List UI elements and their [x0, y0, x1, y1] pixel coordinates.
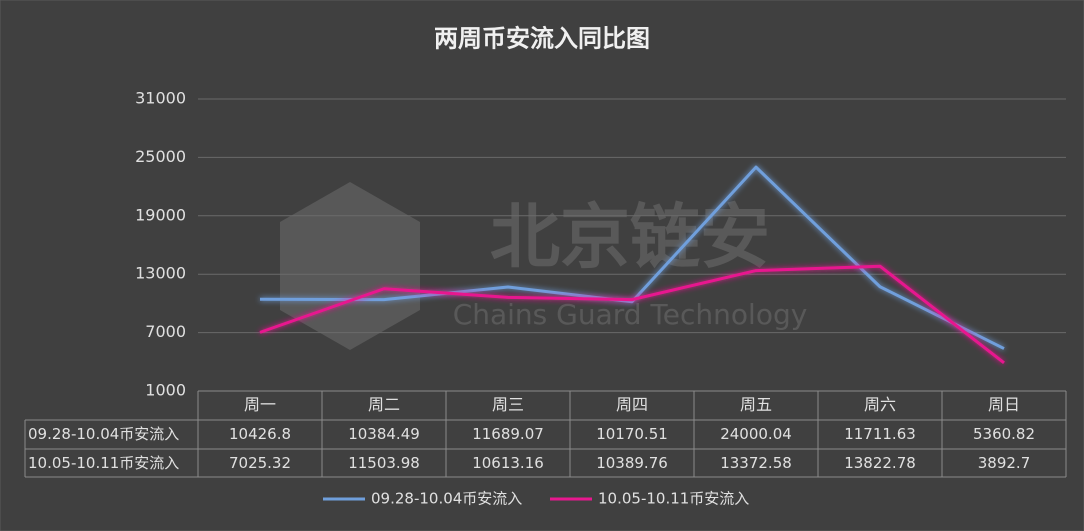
x-tick-label: 周六 — [864, 395, 896, 414]
legend-label: 10.05-10.11币安流入 — [598, 490, 749, 508]
table-row-label: 10.05-10.11币安流入 — [28, 454, 179, 472]
x-tick-label: 周三 — [492, 395, 524, 414]
table-cell: 11503.98 — [348, 454, 420, 472]
table-cell: 7025.32 — [229, 454, 291, 472]
table-cell: 24000.04 — [720, 425, 792, 443]
x-tick-label: 周五 — [740, 395, 772, 414]
table-cell: 5360.82 — [973, 425, 1035, 443]
x-tick-label: 周二 — [368, 395, 400, 414]
y-tick-label: 13000 — [135, 264, 186, 283]
table-cell: 13822.78 — [844, 454, 916, 472]
table-cell: 10426.8 — [229, 425, 291, 443]
legend-label: 09.28-10.04币安流入 — [371, 490, 522, 508]
table-cell: 3892.7 — [978, 454, 1031, 472]
table-cell: 11689.07 — [472, 425, 544, 443]
x-tick-label: 周一 — [244, 395, 276, 414]
watermark-subtext: Chains Guard Technology — [453, 298, 808, 331]
chart-title: 两周币安流入同比图 — [434, 24, 650, 53]
y-tick-label: 1000 — [145, 381, 186, 400]
x-tick-label: 周日 — [988, 395, 1020, 414]
watermark: 北京链安 — [490, 196, 770, 278]
table-row-label: 09.28-10.04币安流入 — [28, 425, 179, 443]
watermark-logo — [280, 182, 420, 350]
series-line — [259, 264, 1005, 365]
y-tick-label: 7000 — [145, 322, 186, 341]
table-cell: 11711.63 — [844, 425, 916, 443]
table-cell: 10384.49 — [348, 425, 420, 443]
table-cell: 10389.76 — [596, 454, 668, 472]
y-tick-label: 19000 — [135, 205, 186, 224]
series-line — [259, 165, 1005, 350]
table-cell: 10170.51 — [596, 425, 668, 443]
x-tick-label: 周四 — [616, 395, 648, 414]
table-cell: 10613.16 — [472, 454, 544, 472]
table-cell: 13372.58 — [720, 454, 792, 472]
y-tick-label: 25000 — [135, 147, 186, 166]
y-tick-label: 31000 — [135, 89, 186, 108]
